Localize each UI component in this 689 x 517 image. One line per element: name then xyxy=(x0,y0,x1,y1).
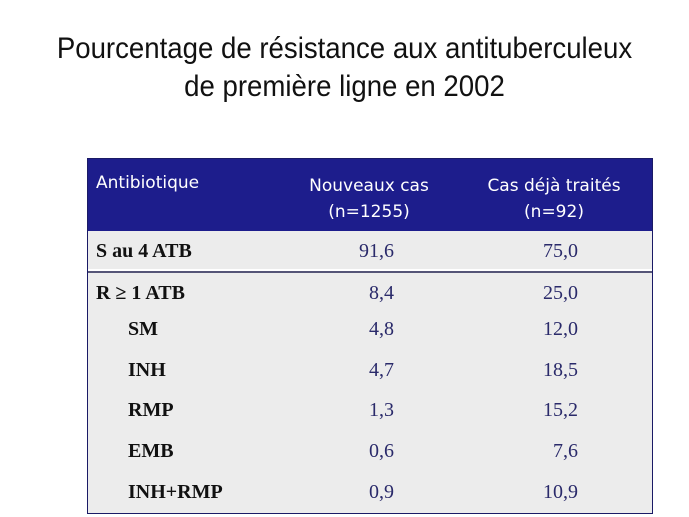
table-row: R ≥ 1 ATB 8,4 25,0 xyxy=(88,273,652,313)
row-new-cases-value: 4,8 xyxy=(369,318,394,340)
row-label: RMP xyxy=(128,399,174,421)
table-row: RMP 1,3 15,2 xyxy=(88,390,652,430)
header-antibiotique: Antibiotique xyxy=(96,173,200,193)
row-label: EMB xyxy=(128,440,174,462)
row-treated-cases-value: 25,0 xyxy=(543,282,578,304)
title-line-2: de première ligne en 2002 xyxy=(184,70,505,103)
row-label: SM xyxy=(128,318,158,340)
header-new-cases-label: Nouveaux cas xyxy=(309,176,429,196)
row-treated-cases-value: 18,5 xyxy=(543,359,578,381)
table-row: EMB 0,6 7,6 xyxy=(88,431,652,471)
row-label: INH+RMP xyxy=(128,481,223,503)
table-row: SM 4,8 12,0 xyxy=(88,309,652,349)
row-new-cases-value: 8,4 xyxy=(369,282,394,304)
row-label: S au 4 ATB xyxy=(96,240,192,262)
header-treated-cases: Cas déjà traités (n=92) xyxy=(456,173,652,225)
row-label: INH xyxy=(128,359,166,381)
header-treated-cases-label: Cas déjà traités xyxy=(487,176,621,196)
row-new-cases-value: 0,6 xyxy=(369,440,394,462)
title-line-1: Pourcentage de résistance aux antituberc… xyxy=(56,32,633,65)
row-new-cases-value: 0,9 xyxy=(369,481,394,503)
header-new-cases-n: (n=1255) xyxy=(328,202,410,222)
row-treated-cases-value: 10,9 xyxy=(543,481,578,503)
row-treated-cases-value: 7,6 xyxy=(553,440,578,462)
row-new-cases-value: 1,3 xyxy=(369,399,394,421)
table-row: INH+RMP 0,9 10,9 xyxy=(88,472,652,512)
header-treated-cases-n: (n=92) xyxy=(524,202,584,222)
table-row: INH 4,7 18,5 xyxy=(88,350,652,390)
row-label: R ≥ 1 ATB xyxy=(96,282,185,304)
header-new-cases: Nouveaux cas (n=1255) xyxy=(284,173,454,225)
resistance-table: Antibiotique Nouveaux cas (n=1255) Cas d… xyxy=(87,158,653,514)
row-treated-cases-value: 75,0 xyxy=(543,240,578,262)
row-treated-cases-value: 15,2 xyxy=(543,399,578,421)
row-new-cases-value: 91,6 xyxy=(359,240,394,262)
table-header: Antibiotique Nouveaux cas (n=1255) Cas d… xyxy=(88,159,652,231)
row-treated-cases-value: 12,0 xyxy=(543,318,578,340)
slide-title: Pourcentage de résistance aux antituberc… xyxy=(28,30,662,106)
row-divider-dark xyxy=(88,271,652,273)
table-row: S au 4 ATB 91,6 75,0 xyxy=(88,231,652,271)
row-new-cases-value: 4,7 xyxy=(369,359,394,381)
row-divider xyxy=(88,269,652,271)
